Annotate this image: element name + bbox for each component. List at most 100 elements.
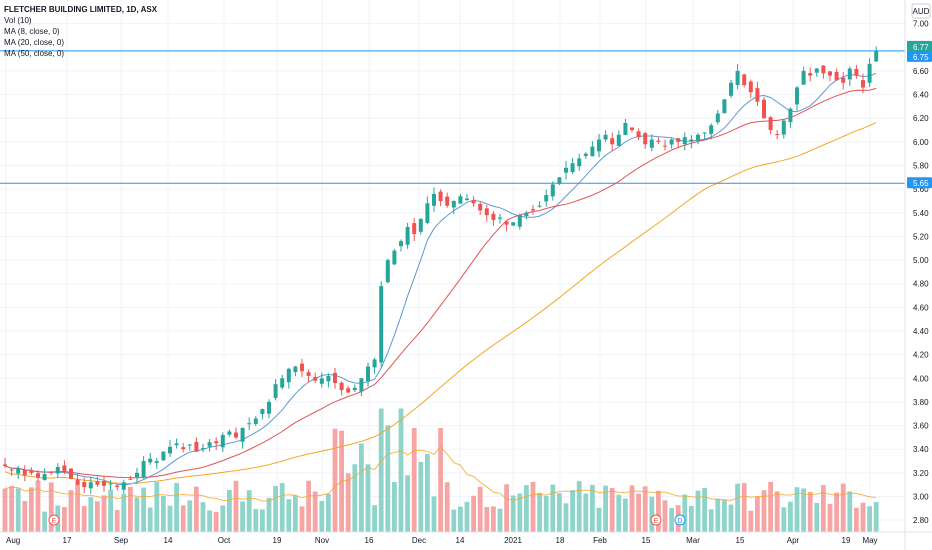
candle-body bbox=[300, 363, 304, 372]
volume-bar bbox=[662, 500, 668, 532]
legend-volume: Vol (10) bbox=[4, 16, 32, 25]
candle-body bbox=[207, 442, 212, 447]
y-tick-label: 6.00 bbox=[913, 138, 929, 147]
volume-bar bbox=[227, 489, 232, 532]
volume-bar bbox=[279, 483, 285, 532]
candle-body bbox=[42, 474, 47, 480]
volume-bar bbox=[788, 501, 793, 532]
candle-body bbox=[366, 366, 370, 382]
legend-ma50: MA (50, close, 0) bbox=[4, 49, 65, 58]
volume-bar bbox=[147, 507, 153, 532]
y-tick-label: 4.60 bbox=[913, 303, 929, 312]
volume-bar bbox=[22, 500, 28, 532]
candle-body bbox=[220, 435, 225, 448]
price-tags: 6.776.75 5.65 bbox=[907, 40, 932, 189]
candle-body bbox=[75, 479, 80, 485]
volume-bar bbox=[187, 500, 193, 532]
candle-body bbox=[583, 153, 588, 156]
candle-body bbox=[29, 470, 34, 473]
candle-body bbox=[359, 378, 364, 392]
volume-bar bbox=[392, 482, 397, 532]
ma20-line bbox=[4, 87, 877, 479]
event-marker-label: E bbox=[654, 518, 659, 525]
volume-bar bbox=[827, 503, 833, 532]
volume-bar bbox=[359, 443, 364, 532]
volume-bar bbox=[656, 490, 661, 532]
volume-bar bbox=[768, 481, 773, 532]
volume-bar bbox=[728, 504, 734, 532]
candle-body bbox=[874, 50, 879, 62]
candle-body bbox=[729, 82, 733, 96]
volume-bar bbox=[741, 483, 747, 532]
volume-bar bbox=[398, 408, 404, 532]
volume-bar bbox=[299, 506, 305, 532]
volume-bar bbox=[48, 482, 54, 532]
x-tick-label: Oct bbox=[218, 536, 231, 545]
volume-bar bbox=[29, 487, 34, 532]
candle-body bbox=[861, 80, 865, 88]
candle-body bbox=[643, 133, 648, 145]
volume-bar bbox=[431, 496, 437, 532]
volume-bar bbox=[623, 498, 628, 532]
volume-bar bbox=[425, 454, 430, 532]
y-tick-label: 2.80 bbox=[913, 516, 929, 525]
currency-box bbox=[911, 3, 931, 19]
candle-body bbox=[478, 203, 483, 211]
volume-bar bbox=[266, 497, 272, 532]
candle-body bbox=[814, 68, 819, 73]
x-tick-label: 15 bbox=[736, 536, 745, 545]
volume-bar bbox=[213, 512, 219, 532]
volume-bar bbox=[352, 464, 358, 532]
candle-body bbox=[352, 387, 357, 391]
candle-body bbox=[55, 466, 60, 474]
volume-bar bbox=[682, 494, 688, 532]
volume-bar bbox=[134, 497, 140, 532]
candle-body bbox=[82, 482, 87, 488]
candle-body bbox=[154, 461, 159, 463]
volume-bar bbox=[847, 491, 853, 532]
candle-body bbox=[194, 441, 199, 452]
volume-bar bbox=[88, 497, 94, 532]
event-marker bbox=[674, 514, 686, 526]
event-marker-label: E bbox=[52, 518, 57, 525]
volume-bar bbox=[95, 501, 100, 532]
y-tick-label: 4.20 bbox=[913, 351, 929, 360]
candle-body bbox=[471, 199, 476, 204]
volume-bar bbox=[167, 505, 173, 532]
candle-body bbox=[781, 120, 786, 135]
candle-body bbox=[260, 409, 265, 414]
volume-bar bbox=[590, 484, 595, 532]
candle-body bbox=[649, 139, 654, 148]
candle-body bbox=[115, 485, 120, 488]
candle-body bbox=[253, 418, 258, 424]
grid-lines bbox=[0, 0, 905, 532]
y-tick-label: 3.20 bbox=[913, 469, 929, 478]
candle-body bbox=[682, 137, 687, 145]
y-tick-label: 5.40 bbox=[913, 209, 929, 218]
candle-body bbox=[557, 177, 562, 184]
chart-legend: FLETCHER BUILDING LIMITED, 1D, ASX Vol (… bbox=[4, 4, 157, 59]
volume-bar bbox=[121, 493, 127, 532]
candle-body bbox=[610, 138, 615, 145]
candle-body bbox=[788, 108, 793, 123]
candle-body bbox=[418, 218, 423, 232]
candle-body bbox=[768, 117, 773, 131]
volume-bar bbox=[867, 506, 872, 532]
volume-bar bbox=[161, 495, 166, 532]
candle-body bbox=[676, 138, 681, 142]
x-tick-label: May bbox=[862, 536, 877, 545]
volume-bar bbox=[194, 486, 199, 532]
candle-body bbox=[590, 146, 595, 157]
volume-bar bbox=[246, 490, 252, 532]
volume-bar bbox=[312, 491, 318, 532]
volume-bar bbox=[273, 486, 278, 532]
candle-body bbox=[339, 382, 344, 391]
volume-bar bbox=[649, 496, 655, 532]
candle-body bbox=[273, 384, 278, 398]
volume-bar bbox=[484, 507, 490, 532]
volume-bars bbox=[2, 408, 879, 532]
candle-body bbox=[95, 481, 100, 485]
volume-bar bbox=[9, 486, 14, 532]
